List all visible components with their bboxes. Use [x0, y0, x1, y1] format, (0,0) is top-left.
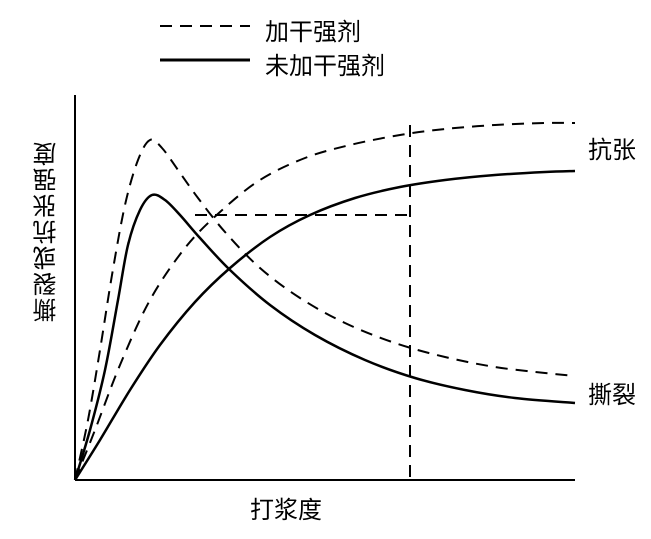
legend-label-with-agent: 加干强剂 — [265, 12, 361, 47]
x-axis-label: 打浆度 — [250, 490, 322, 525]
curve-tensile-with-agent — [75, 123, 575, 480]
legend-label-without-agent: 未加干强剂 — [265, 46, 385, 81]
y-axis-label: 撕裂或抗张强度 — [30, 140, 65, 322]
curve-label-tensile: 抗张 — [588, 130, 636, 165]
curve-label-tear: 撕裂 — [588, 375, 636, 410]
curve-tear-without-agent — [75, 195, 575, 480]
curve-tensile-without-agent — [75, 171, 575, 480]
chart-container: 撕裂或抗张强度 打浆度 加干强剂 未加干强剂 抗张 撕裂 — [0, 0, 651, 539]
curve-tear-with-agent — [75, 140, 575, 480]
